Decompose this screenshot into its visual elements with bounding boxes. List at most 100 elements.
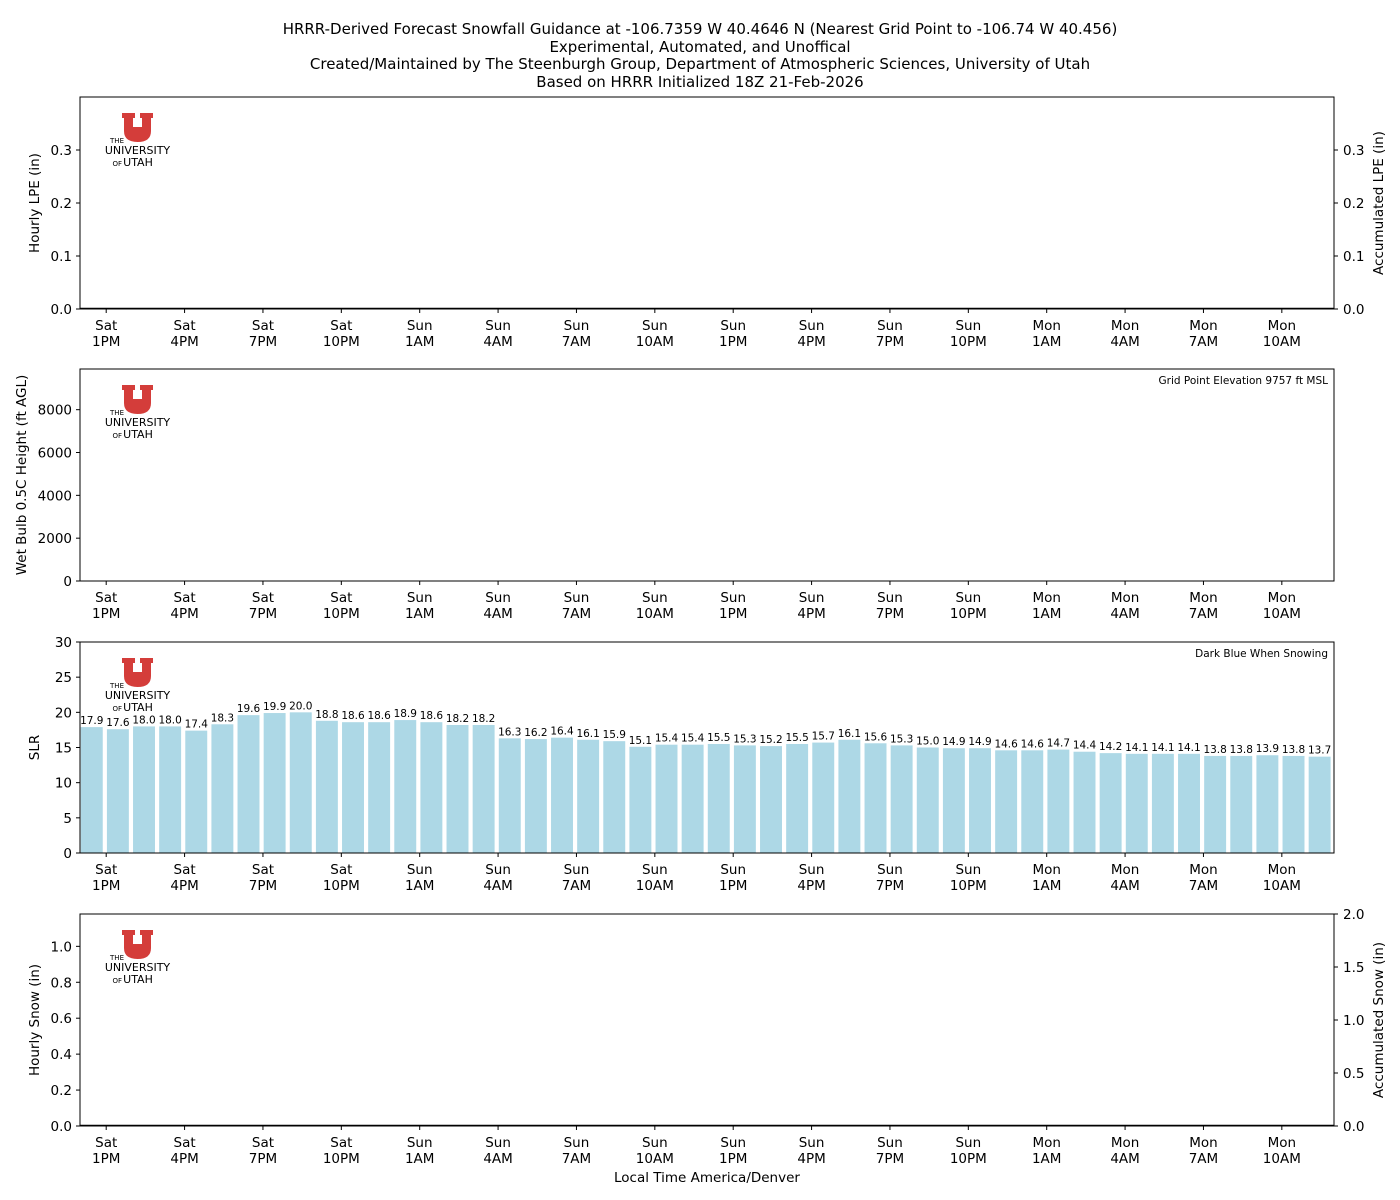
- panel-4-xtick-day: Sat: [174, 1135, 196, 1151]
- panel-1-xtick-time: 4AM: [483, 334, 512, 350]
- slr-bar: [890, 745, 913, 853]
- panel-4: 0.0 0.2 0.4 0.6 0.8 1.0 0.0 0.5 1.0 1.5 2.0 Hourly …: [27, 907, 1387, 1167]
- slr-bar-label: 18.9: [394, 708, 417, 720]
- panel-2-logo-u-icon: [122, 385, 153, 414]
- panel-2-xtick-day: Sat: [174, 590, 196, 606]
- panel-2-annotation: Grid Point Elevation 9757 ft MSL: [1159, 375, 1329, 387]
- panel-4-xtick-day: Mon: [1032, 1135, 1060, 1151]
- slr-bar: [1099, 753, 1122, 853]
- panel-3-xtick-time: 7PM: [876, 878, 904, 894]
- panel-3-xtick-day: Sun: [485, 862, 511, 878]
- slr-bar: [472, 724, 495, 853]
- panel-4-xtick-time: 1PM: [92, 1151, 120, 1167]
- panel-4-xtick-day: Sun: [564, 1135, 590, 1151]
- slr-bar-label: 15.3: [890, 733, 913, 745]
- panel-3-xtick-day: Sat: [174, 862, 196, 878]
- panel-3-xtick-day: Sun: [564, 862, 590, 878]
- panel-2-xtick-day: Sun: [485, 590, 511, 606]
- panel-4-ytick-label: 0.2: [51, 1083, 72, 1099]
- panel-4-xtick-time: 7PM: [249, 1151, 277, 1167]
- panel-1-xtick-day: Sat: [330, 318, 352, 334]
- slr-bar: [786, 743, 809, 853]
- panel-2-logo-utah: UTAH: [123, 428, 153, 441]
- slr-bar: [942, 748, 965, 853]
- panel-1-logo-university: UNIVERSITY: [105, 144, 171, 157]
- panel-3-ytick-label: 0: [63, 846, 72, 862]
- panel-1-xtick-time: 4PM: [170, 334, 198, 350]
- slr-bar: [1308, 756, 1331, 853]
- panel-4-xtick-time: 10AM: [1263, 1151, 1301, 1167]
- panel-1-xtick-day: Sun: [642, 318, 668, 334]
- slr-bar: [159, 726, 182, 853]
- panel-2-logo-the: THE: [109, 409, 124, 417]
- panel-2-ytick-label: 4000: [38, 488, 72, 504]
- slr-bar-label: 15.5: [785, 732, 808, 744]
- panel-3-xtick-day: Sat: [330, 862, 352, 878]
- slr-bar-label: 14.9: [942, 736, 965, 748]
- panel-4-xtick-time: 10PM: [323, 1151, 360, 1167]
- panel-2-xtick-day: Sun: [407, 590, 433, 606]
- slr-bar-label: 14.2: [1099, 741, 1122, 753]
- slr-bar: [498, 738, 521, 853]
- panel-2-xtick-day: Sat: [330, 590, 352, 606]
- panel-1-ylabel-right: Accumulated LPE (in): [1371, 131, 1387, 275]
- panel-2-xtick-time: 4AM: [483, 606, 512, 622]
- panel-3-xtick-day: Sun: [642, 862, 668, 878]
- panel-4-frame: [79, 913, 1335, 1127]
- slr-bar-label: 14.4: [1073, 740, 1097, 752]
- panel-4-xtick-day: Sun: [877, 1135, 903, 1151]
- panel-4-xtick-day: Sat: [252, 1135, 274, 1151]
- slr-bar: [185, 730, 208, 853]
- slr-bar: [1021, 750, 1044, 853]
- panel-2-xtick-time: 7PM: [876, 606, 904, 622]
- panel-1-xtick-time: 1PM: [719, 334, 747, 350]
- slr-bar-label: 15.4: [681, 733, 705, 745]
- panel-4-xtick-time: 7PM: [876, 1151, 904, 1167]
- panel-4-logo-university: UNIVERSITY: [105, 961, 171, 974]
- panel-2-xtick-time: 10AM: [1263, 606, 1301, 622]
- panel-4-xtick-time: 7AM: [562, 1151, 591, 1167]
- panel-3-xtick-time: 4PM: [170, 878, 198, 894]
- panel-2-xtick-time: 4AM: [1110, 606, 1139, 622]
- slr-bar-label: 18.6: [367, 710, 391, 722]
- panel-4-xtick-time: 10AM: [636, 1151, 674, 1167]
- panel-3-logo-u-icon: [122, 658, 153, 687]
- panel-3-xtick-time: 4AM: [483, 878, 512, 894]
- panel-2-xtick-time: 7PM: [249, 606, 277, 622]
- panel-4-ytick-label: 1.0: [51, 939, 72, 955]
- panel-1-xtick-time: 1PM: [92, 334, 120, 350]
- panel-4-xtick-day: Sun: [799, 1135, 825, 1151]
- panel-4-xtick-day: Sun: [720, 1135, 746, 1151]
- title-line-1: HRRR-Derived Forecast Snowfall Guidance …: [282, 20, 1118, 38]
- slr-bar: [446, 724, 469, 853]
- panel-1-xtick-day: Sat: [95, 318, 117, 334]
- panel-2-xtick-time: 10AM: [636, 606, 674, 622]
- panel-2-xtick-day: Sat: [252, 590, 274, 606]
- panel-3-ytick-label: 5: [63, 811, 72, 827]
- panel-1-xtick-time: 10PM: [323, 334, 360, 350]
- panel-3-ytick-label: 25: [55, 670, 72, 686]
- panel-1-xtick-time: 10AM: [1263, 334, 1301, 350]
- panel-2-xtick-day: Sun: [877, 590, 903, 606]
- panel-1-xtick-day: Sun: [799, 318, 825, 334]
- panel-1-xtick-time: 10AM: [636, 334, 674, 350]
- slr-bar-label: 13.8: [1203, 744, 1226, 756]
- panel-1-xtick-day: Sat: [252, 318, 274, 334]
- panel-1-frame: [79, 96, 1335, 310]
- panel-2-xtick-time: 7AM: [1189, 606, 1218, 622]
- panel-4-ytick-label: 0.0: [51, 1119, 72, 1135]
- title-line-4: Based on HRRR Initialized 18Z 21-Feb-202…: [536, 72, 864, 91]
- slr-bar-label: 18.0: [132, 714, 155, 726]
- slr-bar: [237, 715, 260, 853]
- panel-4-xtick-day: Sun: [642, 1135, 668, 1151]
- panel-2-xtick-day: Mon: [1268, 590, 1296, 606]
- panel-4-xtick-time: 4AM: [1110, 1151, 1139, 1167]
- slr-bar: [1178, 753, 1200, 853]
- slr-bar-label: 20.0: [289, 700, 312, 712]
- panel-2-xtick-day: Sun: [564, 590, 590, 606]
- panel-4-ytick-label: 0.8: [51, 975, 72, 991]
- panel-3-xtick-day: Mon: [1268, 862, 1296, 878]
